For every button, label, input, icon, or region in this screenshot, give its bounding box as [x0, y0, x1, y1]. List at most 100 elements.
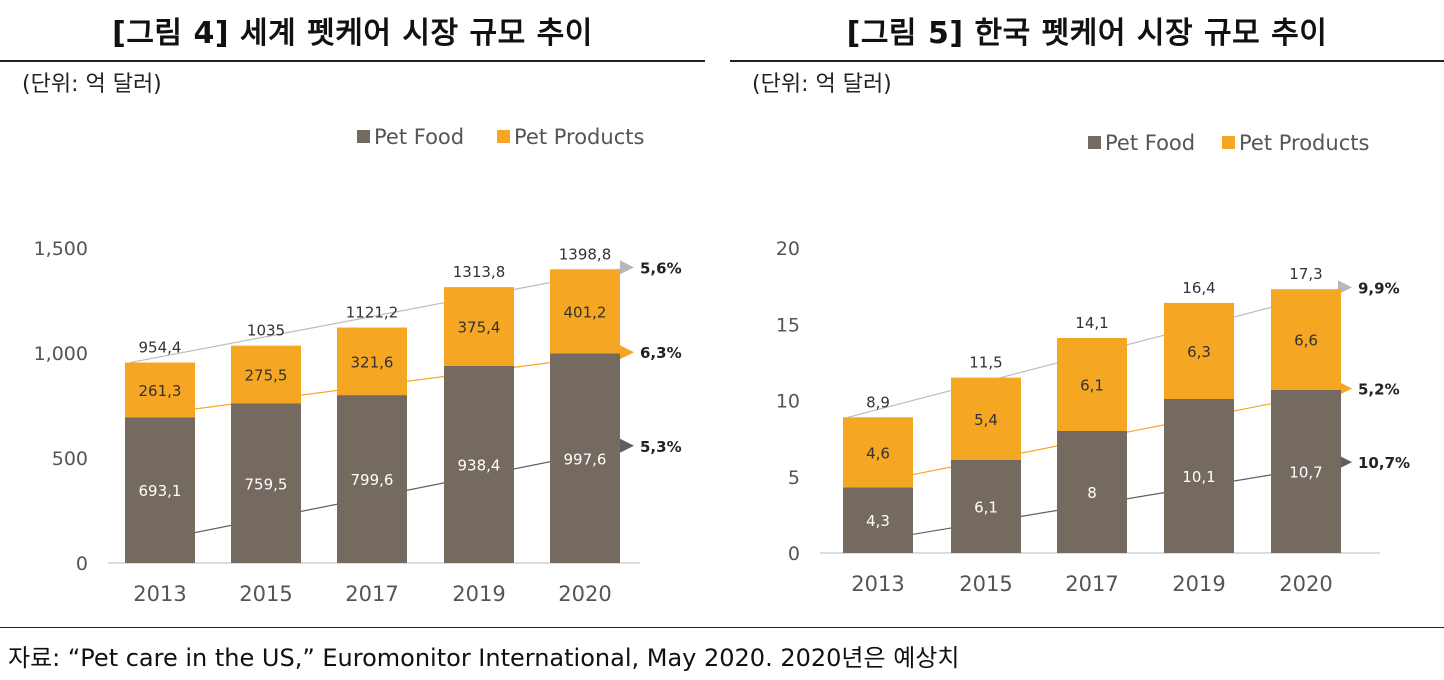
bar-pet-food	[1057, 431, 1127, 553]
data-label-pet-food: 997,6	[564, 450, 607, 468]
data-label-pet-products: 4,6	[866, 444, 890, 462]
y-tick-label: 1,000	[34, 343, 88, 365]
data-label-total: 1313,8	[453, 263, 506, 281]
y-tick-label: 5	[788, 467, 800, 489]
data-label-total: 954,4	[139, 339, 182, 357]
data-label-pet-products: 6,1	[1080, 376, 1104, 394]
legend-swatch-pet-products	[1222, 136, 1235, 149]
data-label-pet-food: 938,4	[458, 456, 501, 474]
x-tick-label: 2019	[1172, 572, 1225, 596]
trend-arrow	[1338, 455, 1352, 470]
data-label-total: 1035	[247, 322, 285, 340]
data-label-pet-products: 275,5	[245, 367, 288, 385]
data-label-total: 14,1	[1075, 314, 1108, 332]
x-tick-label: 2017	[345, 582, 398, 606]
data-label-pet-food: 799,6	[351, 471, 394, 489]
chart-panel-world: [그림 4] 세계 펫케어 시장 규모 추이 (단위: 억 달러) 0 500 1,…	[0, 0, 705, 620]
unit-label: (단위: 억 달러)	[22, 72, 162, 97]
chart-korea: 0 5 10 15 20 Pet Food Pet Products 9,9% 5,2% 10,7…	[776, 131, 1410, 596]
growth-rate-label: 5,3%	[640, 438, 682, 456]
data-label-pet-food: 8	[1087, 484, 1097, 502]
trend-arrow	[620, 260, 634, 275]
trend-arrow	[1338, 280, 1352, 295]
data-label-total: 11,5	[969, 354, 1002, 372]
x-tick-label: 2013	[133, 582, 186, 606]
data-label-pet-food: 693,1	[139, 482, 182, 500]
y-tick-label: 15	[776, 314, 800, 336]
legend-swatch-pet-food	[357, 130, 370, 143]
source-note: 자료: “Pet care in the US,” Euromonitor In…	[8, 644, 960, 672]
figure-title: [그림 5] 한국 펫케어 시장 규모 추이	[846, 16, 1328, 51]
bar-pet-products	[951, 377, 1021, 460]
data-label-pet-products: 375,4	[458, 319, 501, 337]
y-tick-label: 0	[788, 543, 800, 565]
x-tick-label: 2015	[239, 582, 292, 606]
chart-panel-korea: [그림 5] 한국 펫케어 시장 규모 추이 (단위: 억 달러) 0 5 10 15…	[730, 0, 1444, 620]
data-label-pet-food: 759,5	[245, 475, 288, 493]
y-tick-label: 10	[776, 391, 800, 413]
data-label-total: 1398,8	[559, 245, 612, 263]
bar-pet-food	[843, 487, 913, 553]
bar-pet-products	[843, 417, 913, 488]
bar-pet-products	[1271, 289, 1341, 390]
x-tick-label: 2020	[1279, 572, 1332, 596]
y-tick-label: 500	[52, 448, 88, 470]
data-label-pet-food: 6,1	[974, 498, 998, 516]
bar-pet-products	[550, 269, 620, 354]
data-label-pet-products: 321,6	[351, 353, 394, 371]
bar-pet-products	[444, 287, 514, 366]
chart-world: 0 500 1,000 1,500 Pet Food Pet Products 5,6% 6,…	[34, 125, 682, 606]
data-label-pet-products: 6,6	[1294, 332, 1318, 350]
data-label-pet-products: 401,2	[564, 303, 607, 321]
growth-rate-label: 5,2%	[1358, 380, 1400, 398]
unit-label: (단위: 억 달러)	[752, 72, 892, 97]
data-label-pet-food: 10,1	[1182, 468, 1215, 486]
growth-rate-label: 10,7%	[1358, 454, 1410, 472]
bar-pet-food	[231, 403, 301, 563]
bar-pet-products	[231, 345, 301, 404]
x-tick-label: 2015	[959, 572, 1012, 596]
x-tick-label: 2017	[1065, 572, 1118, 596]
y-tick-label: 0	[76, 553, 88, 575]
figure-title: [그림 4] 세계 펫케어 시장 규모 추이	[112, 16, 593, 51]
bar-pet-products	[125, 362, 195, 418]
legend-label-pet-products: Pet Products	[1239, 131, 1369, 155]
bar-pet-food	[951, 459, 1021, 553]
data-label-pet-food: 4,3	[866, 512, 890, 530]
bar-pet-products	[337, 327, 407, 396]
bar-pet-food	[1271, 389, 1341, 553]
trend-arrow	[1338, 381, 1352, 396]
bar-pet-food	[444, 365, 514, 563]
legend-swatch-pet-products	[497, 130, 510, 143]
growth-rate-label: 9,9%	[1358, 279, 1400, 297]
data-label-pet-products: 5,4	[974, 411, 998, 429]
legend-label-pet-food: Pet Food	[1105, 131, 1195, 155]
data-label-total: 16,4	[1182, 279, 1215, 297]
x-tick-label: 2013	[851, 572, 904, 596]
data-label-pet-products: 6,3	[1187, 343, 1211, 361]
bar-pet-food	[337, 395, 407, 563]
bar-pet-products	[1057, 337, 1127, 431]
title-rule	[0, 60, 705, 62]
data-label-total: 17,3	[1289, 265, 1322, 283]
legend-label-pet-products: Pet Products	[514, 125, 644, 149]
trend-arrow	[620, 345, 634, 360]
growth-rate-label: 5,6%	[640, 259, 682, 277]
y-tick-label: 20	[776, 238, 800, 260]
legend-swatch-pet-food	[1088, 136, 1101, 149]
trend-line	[129, 268, 623, 364]
footer-rule	[0, 627, 1444, 628]
data-label-total: 1121,2	[346, 304, 399, 322]
bar-pet-food	[1164, 398, 1234, 553]
x-tick-label: 2020	[558, 582, 611, 606]
legend-label-pet-food: Pet Food	[374, 125, 464, 149]
title-rule	[730, 60, 1444, 62]
bar-pet-products	[1164, 302, 1234, 399]
growth-rate-label: 6,3%	[640, 344, 682, 362]
data-label-total: 8,9	[866, 393, 890, 411]
bar-pet-food	[550, 353, 620, 563]
bar-pet-food	[125, 417, 195, 563]
x-tick-label: 2019	[452, 582, 505, 606]
data-label-pet-products: 261,3	[139, 382, 182, 400]
y-tick-label: 1,500	[34, 238, 88, 260]
